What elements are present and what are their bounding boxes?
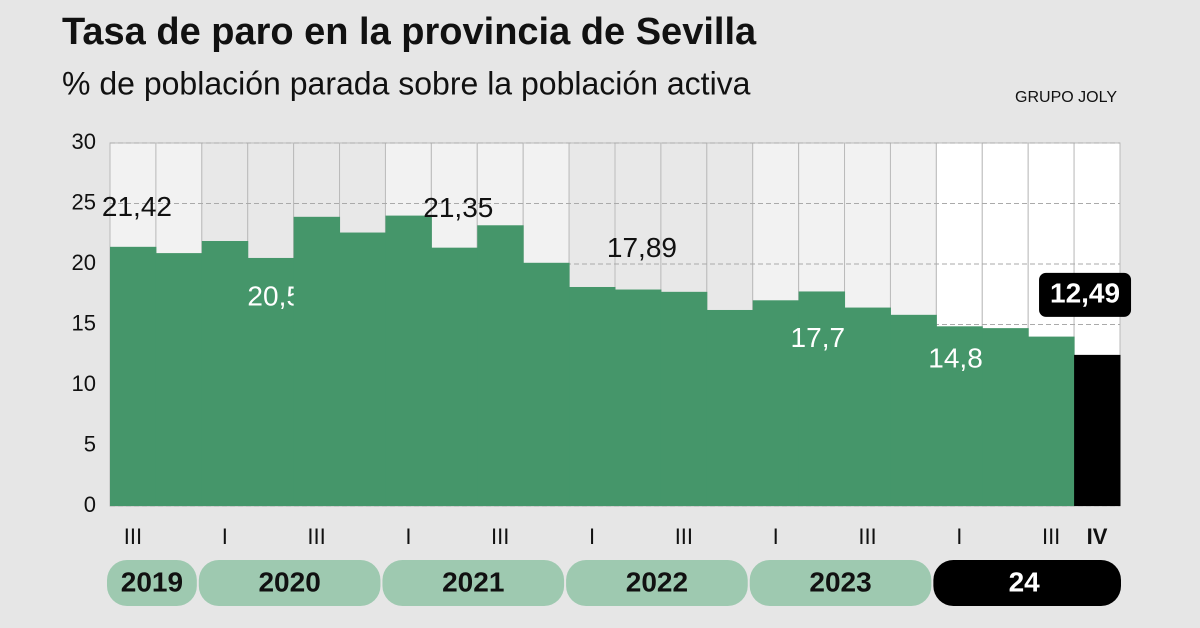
y-tick-label: 5 [84, 431, 96, 456]
year-label: 2019 [121, 566, 183, 597]
x-tick-label: I [222, 524, 228, 549]
chart-title: Tasa de paro en la provincia de Sevilla [62, 11, 757, 53]
x-tick-label: I [773, 524, 779, 549]
bar [1074, 354, 1121, 506]
bar [431, 247, 478, 507]
x-tick-label: III [1042, 524, 1060, 549]
y-tick-label: 25 [72, 189, 96, 214]
value-label: 21,42 [102, 191, 172, 222]
x-tick-label: III [124, 524, 142, 549]
bar [569, 286, 616, 506]
bar [1028, 336, 1075, 506]
year-label: 2021 [442, 566, 504, 597]
x-tick-label: I [589, 524, 595, 549]
bar [155, 253, 203, 506]
value-label: 17,89 [607, 232, 677, 263]
year-pill [198, 560, 381, 606]
y-tick-label: 20 [72, 250, 96, 275]
bar [936, 326, 983, 506]
x-tick-label: III [858, 524, 876, 549]
source: GRUPO JOLY [1015, 89, 1117, 106]
year-pill [933, 560, 1121, 606]
year-label: 24 [1009, 566, 1041, 597]
bar [660, 291, 708, 506]
bar [385, 215, 432, 506]
bar [752, 300, 800, 506]
year-pill [382, 560, 565, 606]
bar [982, 328, 1029, 506]
bar [615, 289, 662, 506]
y-tick-label: 15 [72, 310, 96, 335]
bar [247, 257, 295, 506]
value-label: 20,5 [247, 280, 302, 311]
year-label: 2020 [258, 566, 320, 597]
x-tick-label: I [956, 524, 962, 549]
chart-subtitle: % de población parada sobre la población… [62, 65, 751, 101]
bar [890, 314, 937, 506]
bar [293, 216, 341, 506]
x-tick-label: I [405, 524, 411, 549]
value-label: 21,35 [423, 192, 493, 223]
bar [523, 262, 570, 506]
value-label-box [1039, 272, 1132, 317]
value-label: 12,49 [1050, 277, 1120, 308]
year-pill [107, 560, 197, 606]
x-tick-label: III [675, 524, 693, 549]
x-tick-label: III [491, 524, 509, 549]
bar [110, 246, 157, 506]
bar [798, 291, 846, 506]
bar [201, 241, 249, 506]
bar [844, 307, 891, 506]
x-tick-label: IV [1087, 524, 1108, 549]
y-tick-label: 0 [84, 492, 96, 517]
x-tick-label: III [307, 524, 325, 549]
year-pill [566, 560, 748, 606]
year-label: 2022 [626, 566, 688, 597]
year-pill [749, 560, 932, 606]
bar [477, 225, 524, 506]
bar [706, 309, 754, 506]
bar [339, 232, 386, 507]
y-tick-label: 30 [72, 129, 96, 154]
y-tick-label: 10 [72, 371, 96, 396]
year-label: 2023 [809, 566, 871, 597]
